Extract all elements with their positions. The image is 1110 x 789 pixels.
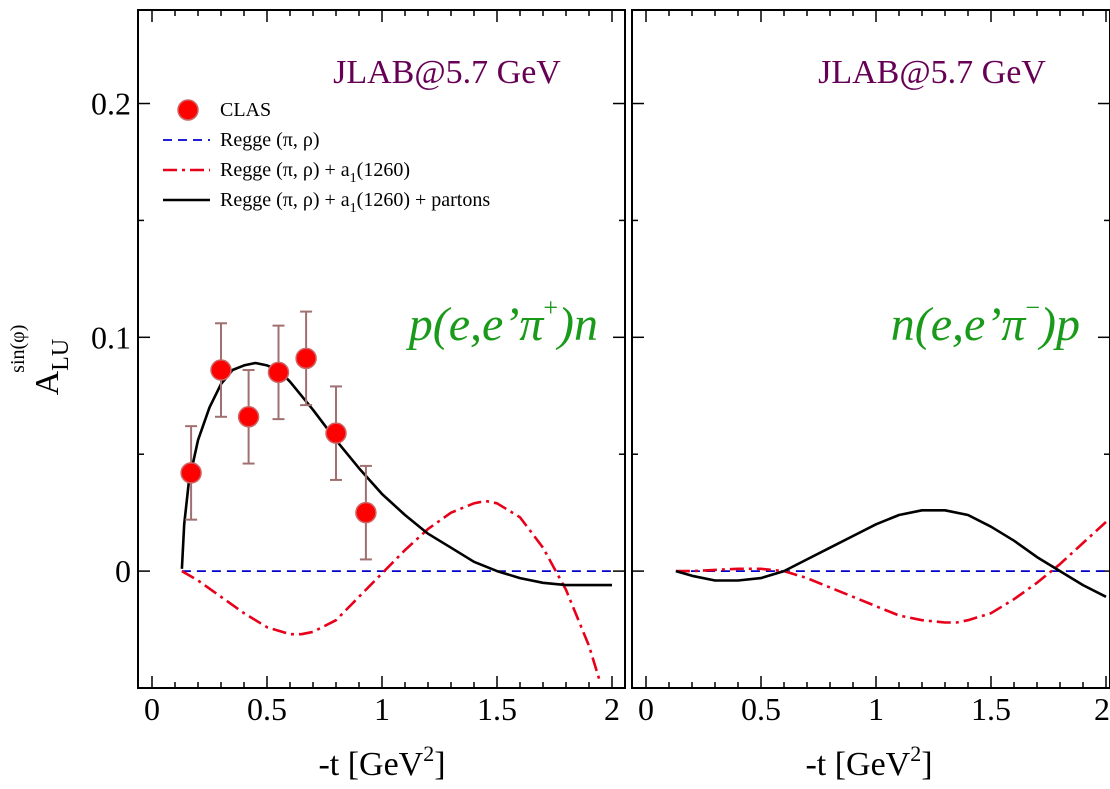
data-point (180, 462, 202, 484)
legend-label-text: (1260) + partons (357, 189, 491, 211)
reaction-charge: + (543, 293, 558, 322)
x-axis-label-text: -t [GeV (318, 746, 423, 783)
data-point (355, 501, 377, 524)
x-tick-label: 1 (868, 691, 884, 727)
x-tick-label: 0 (144, 691, 160, 727)
data-point (295, 347, 317, 370)
y-axis-label-main: A (29, 370, 66, 395)
y-tick-label: 0.2 (91, 86, 131, 122)
reaction-text: n(e,e’π (891, 298, 1028, 351)
x-tick-label: 2 (604, 691, 620, 727)
reaction-charge: − (1025, 293, 1040, 322)
legend-label: Regge (π, ρ) (220, 129, 320, 151)
reaction-text: p(e,e’π (406, 298, 546, 351)
x-tick-label: 0 (638, 691, 654, 727)
legend-label-text: (1260) (357, 159, 410, 181)
data-point (237, 406, 260, 428)
x-axis-label: -t [GeV2] (318, 741, 445, 783)
legend-label-text: CLAS (220, 99, 271, 121)
shared-labels: ALU sin(φ) (7, 325, 74, 396)
x-tick-label: 1.5 (477, 691, 517, 727)
y-axis-label-sup: sin(φ) (7, 325, 29, 373)
plot-frame (137, 9, 626, 689)
reaction-text: )p (1037, 298, 1080, 351)
y-axis-label-sub: LU (48, 339, 74, 371)
y-axis-label: ALU sin(φ) (7, 325, 74, 396)
left-panel: 0 0.5 1 1.5 2 0 0.1 0.2 JLAB@5.7 GeV p(e,e’π+)n -t… (91, 9, 626, 783)
x-tick-label: 2 (1094, 691, 1110, 727)
legend-label: Regge (π, ρ) + a1(1260) + partons (220, 189, 490, 216)
y-tick-label: 0 (115, 553, 131, 589)
panel-title: JLAB@5.7 GeV (818, 54, 1046, 91)
legend-marker-clas (177, 99, 199, 121)
x-axis-label-sup: 2 (423, 741, 434, 766)
legend-label-text: Regge (π, ρ) + a (220, 159, 350, 181)
panel-title: JLAB@5.7 GeV (333, 54, 561, 91)
legend-label: CLAS (220, 99, 271, 121)
legend-label-sub: 1 (350, 201, 357, 216)
series-line-regge-a1 (675, 521, 1107, 624)
data-point (325, 422, 347, 444)
series-line-regge-a1-partons (180, 361, 612, 587)
data-point (267, 361, 290, 384)
x-axis-label-sup: 2 (910, 741, 921, 766)
reaction-text: )n (555, 298, 598, 351)
legend-label-sub: 1 (350, 171, 357, 186)
x-axis-label-text: ] (921, 746, 932, 783)
plot-frame (631, 9, 1110, 689)
series-line-regge-a1 (181, 499, 602, 684)
x-tick-label: 0.5 (741, 691, 781, 727)
legend-label-text: Regge (π, ρ) + a (220, 189, 350, 211)
series-line-regge-a1-partons (675, 509, 1107, 598)
y-tick-label: 0.1 (91, 319, 131, 355)
data-point (210, 359, 232, 381)
x-tick-label: 1.5 (971, 691, 1011, 727)
legend-label-text: Regge (π, ρ) (220, 129, 320, 151)
x-axis-label: -t [GeV2] (805, 741, 932, 783)
plot-area (675, 509, 1107, 624)
x-tick-label: 0.5 (247, 691, 287, 727)
x-tick-label: 1 (374, 691, 390, 727)
reaction-label: n(e,e’π−)p (891, 293, 1080, 351)
plot-area (180, 310, 612, 684)
legend-label: Regge (π, ρ) + a1(1260) (220, 159, 410, 186)
reaction-label: p(e,e’π+)n (406, 293, 598, 351)
x-axis-label-text: ] (434, 746, 445, 783)
x-axis-label-text: -t [GeV (805, 746, 910, 783)
